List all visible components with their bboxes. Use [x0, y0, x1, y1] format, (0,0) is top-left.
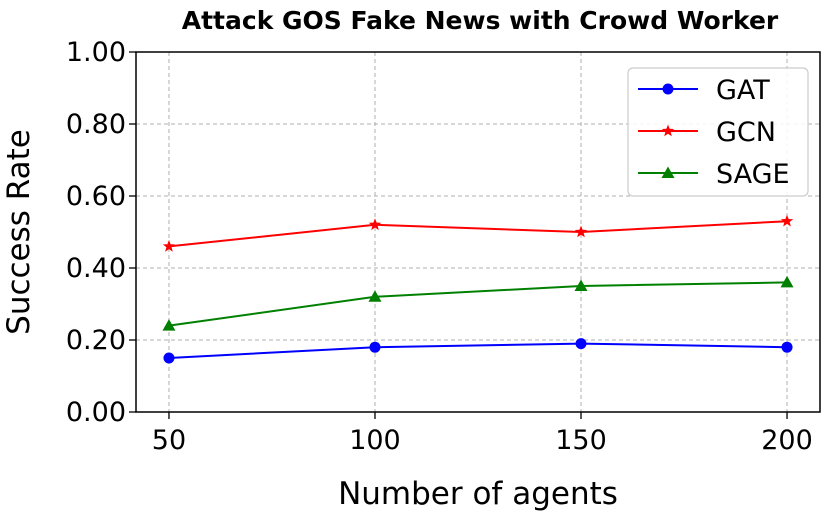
legend-box [627, 67, 809, 197]
y-axis-ticks: 0.00 0.20 0.40 0.60 0.80 1.00 [66, 37, 136, 428]
series-line-sage [168, 281, 788, 327]
plot-frame [135, 51, 821, 413]
x-tick-label: 150 [555, 425, 607, 456]
data-point-gat [781, 341, 793, 353]
data-point-sage [162, 319, 176, 331]
legend-marker-gat [662, 83, 674, 95]
legend-label-sage: SAGE [716, 159, 790, 190]
chart-title: Attack GOS Fake News with Crowd Worker [182, 6, 779, 35]
y-tick-label: 0.80 [66, 109, 126, 140]
data-point-gcn [162, 239, 176, 252]
data-point-gat [575, 338, 587, 350]
y-tick-label: 0.00 [66, 397, 126, 428]
legend-label-gcn: GCN [716, 117, 776, 148]
y-tick-label: 0.40 [66, 253, 126, 284]
x-tick-label: 100 [349, 425, 401, 456]
series-layer [162, 214, 794, 364]
data-point-gcn [780, 214, 794, 227]
x-tick-label: 50 [152, 425, 186, 456]
series-gat [163, 338, 793, 364]
legend: GAT GCN SAGE [627, 67, 809, 197]
data-point-gcn [574, 225, 588, 238]
data-point-sage [368, 290, 382, 302]
legend-item-sage: SAGE [638, 159, 790, 190]
data-point-gat [369, 341, 381, 353]
y-tick-label: 0.20 [66, 325, 126, 356]
x-axis-label: Number of agents [338, 476, 618, 512]
legend-marker-sage [661, 166, 675, 178]
data-point-gcn [368, 218, 382, 231]
y-tick-label: 0.60 [66, 181, 126, 212]
legend-item-gat: GAT [638, 75, 770, 106]
data-point-gat [163, 352, 175, 364]
y-axis-label: Success Rate [1, 129, 37, 335]
legend-marker-gcn [661, 124, 675, 137]
legend-label-gat: GAT [716, 75, 770, 106]
x-axis-ticks: 50 100 150 200 [152, 412, 813, 456]
data-point-sage [574, 279, 588, 291]
y-tick-label: 1.00 [66, 37, 126, 68]
series-line-gcn [168, 220, 788, 248]
data-point-sage [780, 275, 794, 288]
series-gcn [162, 214, 794, 252]
legend-item-gcn: GCN [638, 117, 776, 148]
series-sage [162, 275, 794, 331]
x-tick-label: 200 [761, 425, 813, 456]
series-line-gat [168, 342, 788, 359]
